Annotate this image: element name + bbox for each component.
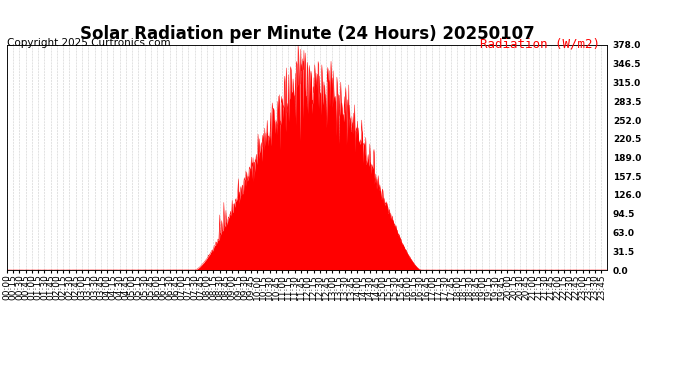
Title: Solar Radiation per Minute (24 Hours) 20250107: Solar Radiation per Minute (24 Hours) 20… xyxy=(79,26,535,44)
Text: Copyright 2025 Curtronics.com: Copyright 2025 Curtronics.com xyxy=(7,38,170,48)
Text: Radiation (W/m2): Radiation (W/m2) xyxy=(480,38,600,51)
